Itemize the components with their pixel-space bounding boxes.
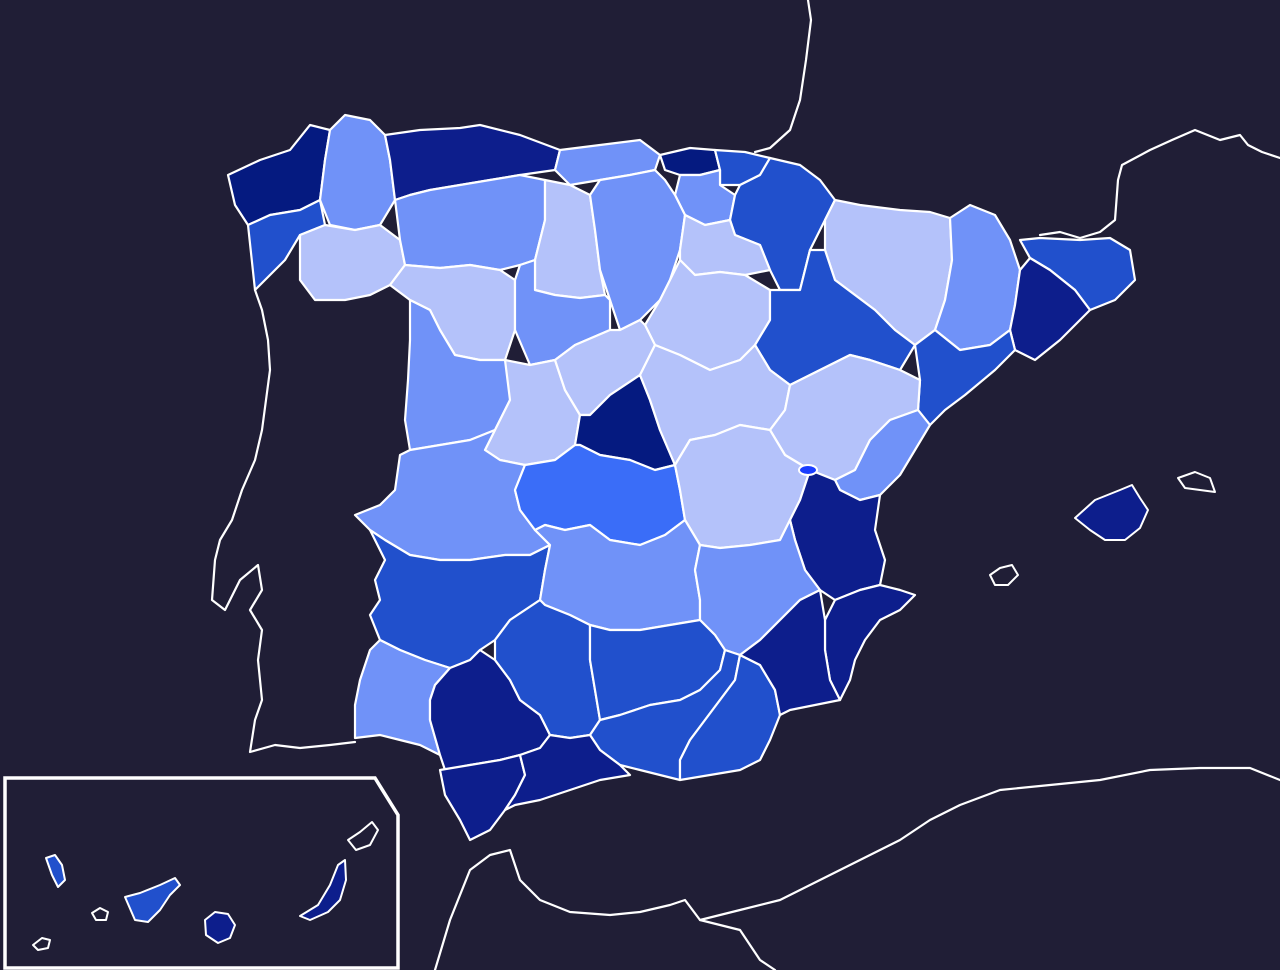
province-ourense[interactable]	[298, 223, 407, 302]
province-barcelona[interactable]	[1008, 256, 1092, 362]
island-lanzarote[interactable]	[347, 821, 379, 851]
island-gran-canaria[interactable]	[204, 911, 236, 944]
island-la-palma[interactable]	[45, 854, 66, 888]
france-mediterranean-coastline	[1038, 128, 1280, 240]
provinces	[226, 113, 1137, 842]
island-mallorca[interactable]	[1074, 484, 1149, 541]
province-malaga[interactable]	[503, 733, 632, 812]
africa-coastline-east	[698, 766, 1280, 922]
enclave-rincon-de-ademuz	[798, 464, 818, 476]
province-la-rioja[interactable]	[678, 213, 772, 277]
province-lugo[interactable]	[318, 113, 397, 232]
africa-coastline	[433, 848, 777, 970]
island-fuerteventura[interactable]	[299, 859, 347, 921]
island-tenerife[interactable]	[124, 877, 181, 923]
portugal-coastline	[210, 288, 357, 754]
province-burgos[interactable]	[588, 168, 687, 332]
province-alicante[interactable]	[823, 583, 917, 702]
island-ibiza[interactable]	[989, 564, 1019, 586]
province-murcia[interactable]	[738, 588, 842, 717]
province-bizkaia[interactable]	[658, 146, 722, 177]
island-menorca[interactable]	[1177, 471, 1216, 493]
canary-islands-inset	[3, 776, 400, 970]
province-navarra[interactable]	[728, 156, 837, 292]
balearic-islands	[989, 471, 1216, 586]
island-la-gomera[interactable]	[91, 907, 109, 921]
island-el-hierro[interactable]	[32, 937, 51, 951]
france-coastline	[753, 0, 813, 154]
